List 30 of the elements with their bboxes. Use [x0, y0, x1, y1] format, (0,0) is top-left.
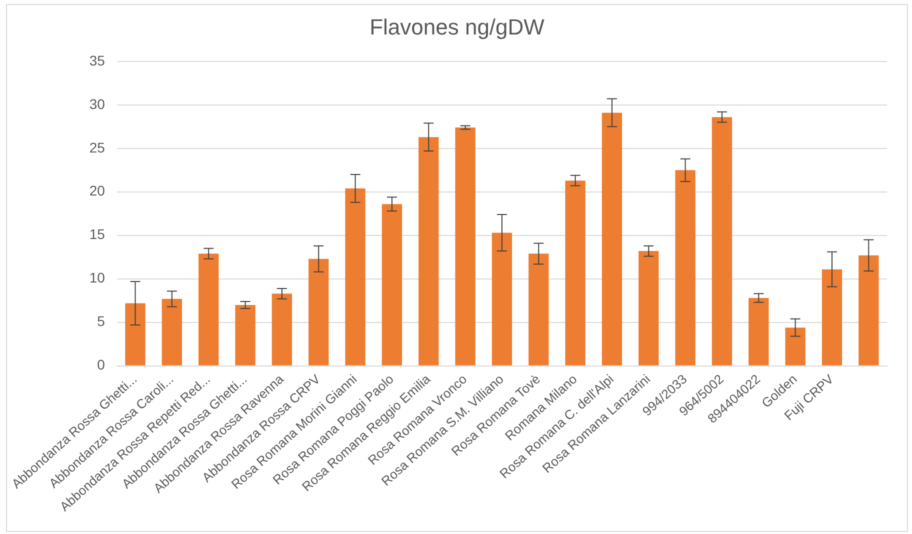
bar: [565, 180, 586, 366]
bar: [418, 137, 439, 366]
bar: [748, 298, 769, 366]
y-tick-label: 35: [89, 52, 106, 68]
bar: [235, 304, 256, 366]
bar: [785, 328, 806, 366]
bar: [675, 170, 696, 366]
y-tick-label: 15: [89, 226, 106, 242]
bar: [382, 204, 402, 366]
bar: [162, 298, 182, 366]
bar: [198, 254, 219, 366]
y-tick-label: 20: [89, 182, 106, 199]
bar: [308, 258, 329, 366]
bar: [602, 112, 622, 366]
y-tick-label: 10: [89, 270, 106, 286]
bar: [712, 117, 732, 366]
bar: [125, 303, 146, 366]
bar: [638, 251, 659, 366]
bar: [272, 294, 292, 366]
chart-title: Flavones ng/gDW: [370, 14, 545, 40]
y-tick-label: 30: [89, 96, 106, 112]
y-tick-label: 5: [97, 313, 106, 330]
bar: [822, 269, 842, 366]
y-tick-label: 0: [97, 356, 106, 373]
bar: [345, 188, 366, 366]
bar: [492, 232, 512, 366]
bar: [455, 128, 476, 366]
y-tick-label: 25: [89, 139, 106, 156]
bar: [528, 254, 549, 366]
bar: [858, 255, 879, 366]
